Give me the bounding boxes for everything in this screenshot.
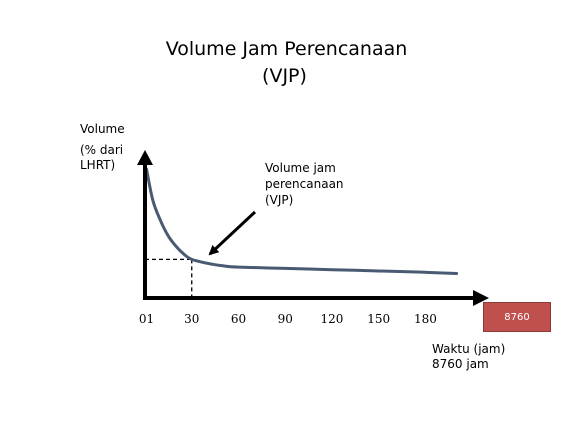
x-axis-label-line2: 8760 jam [432, 357, 489, 371]
x-axis-arrow [473, 290, 489, 306]
chart-title-line1: Volume Jam Perencanaan [165, 38, 408, 60]
y-axis-arrow [137, 150, 153, 165]
series-line [145, 167, 459, 275]
x-tick-label-4: 120 [321, 312, 344, 326]
x-tick-label-6: 180 [414, 312, 437, 326]
x-tick-label-5: 150 [367, 312, 390, 326]
x-tick-label-1: 30 [184, 312, 199, 326]
vjp-annotation: Volume jam perencanaan (VJP) [265, 161, 344, 207]
x-axis-label: Waktu (jam) 8760 jam [432, 342, 542, 372]
x-axis-label-line1: Waktu (jam) [432, 342, 506, 356]
x-tick-label-0: 01 [139, 312, 154, 326]
vjp-guide-lines [145, 258, 193, 298]
chart-title-line2: (VJP) [262, 65, 307, 87]
x-tick-label-3: 90 [278, 312, 293, 326]
y-axis-label-line1: Volume [80, 122, 125, 136]
y-axis-label-line2: (% dari LHRT) [80, 143, 124, 172]
total-hours-badge: 8760 [483, 302, 551, 332]
x-tick-label-2: 60 [231, 312, 246, 326]
annotation-arrow [208, 210, 257, 256]
chart-title: Volume Jam Perencanaan (VJP) [0, 36, 565, 90]
